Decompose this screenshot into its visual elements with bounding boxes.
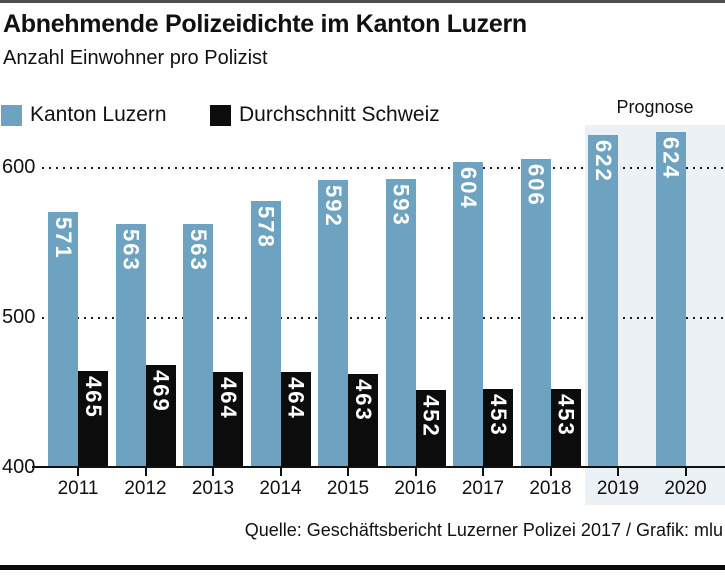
bar-durchschnitt-schweiz-2013: 464 xyxy=(213,372,243,468)
x-axis-tick-2012 xyxy=(144,468,147,476)
bar-value-label-2016-luzern: 593 xyxy=(388,183,414,227)
y-axis-label-400: 400 xyxy=(2,456,36,478)
x-axis-tick-2020 xyxy=(684,468,687,476)
legend-swatch-durchschnitt-schweiz xyxy=(210,104,231,126)
bar-value-label-2014-schweiz: 464 xyxy=(283,377,309,420)
bar-value-label-2018-schweiz: 453 xyxy=(553,393,579,437)
bar-value-label-2017-luzern: 604 xyxy=(456,167,481,210)
bar-kanton-luzern-2017: 604 xyxy=(453,162,483,468)
bar-value-label-2013-schweiz: 464 xyxy=(216,377,241,420)
bar-value-label-2014-luzern: 578 xyxy=(253,206,279,249)
forecast-label: Prognose xyxy=(616,97,694,117)
bar-durchschnitt-schweiz-2011: 465 xyxy=(78,370,108,468)
bar-kanton-luzern-2018: 606 xyxy=(520,159,551,468)
bar-kanton-luzern-2015: 592 xyxy=(318,180,348,468)
x-axis-label-2020: 2020 xyxy=(664,478,707,499)
bar-kanton-luzern-2016: 593 xyxy=(385,178,416,468)
bar-durchschnitt-schweiz-2017: 453 xyxy=(483,388,513,468)
x-axis-label-2012: 2012 xyxy=(124,478,167,499)
legend-item-kanton-luzern: Kanton Luzern xyxy=(1,103,167,127)
bar-value-label-2017-schweiz: 453 xyxy=(486,393,511,437)
bar-value-label-2012-luzern: 563 xyxy=(118,228,144,272)
x-axis-tick-2017 xyxy=(482,468,484,476)
x-axis-label-2013: 2013 xyxy=(191,478,235,499)
bar-kanton-luzern-2014: 578 xyxy=(250,201,281,468)
legend-swatch-kanton-luzern xyxy=(1,104,22,126)
y-axis-label-600: 600 xyxy=(2,156,36,178)
gridline-500 xyxy=(42,317,725,319)
bar-kanton-luzern-2019: 622 xyxy=(588,135,618,468)
legend: Kanton Luzern Durchschnitt Schweiz xyxy=(1,103,725,127)
x-axis-label-2019: 2019 xyxy=(596,478,640,499)
bar-durchschnitt-schweiz-2014: 464 xyxy=(280,372,311,468)
source-credit: Quelle: Geschäftsbericht Luzerner Polize… xyxy=(244,520,723,540)
x-axis-tick-2015 xyxy=(347,468,349,476)
bar-value-label-2011-luzern: 571 xyxy=(51,216,76,260)
legend-label-kanton-luzern: Kanton Luzern xyxy=(30,103,167,126)
bottom-divider xyxy=(0,565,725,570)
bar-value-label-2015-luzern: 592 xyxy=(321,185,346,228)
x-axis-label-2014: 2014 xyxy=(259,478,302,499)
x-axis-tick-2014 xyxy=(279,468,282,476)
bar-value-label-2013-luzern: 563 xyxy=(186,228,211,272)
x-axis-label-2018: 2018 xyxy=(529,478,572,499)
y-axis-label-500: 500 xyxy=(2,306,36,328)
bar-kanton-luzern-2013: 563 xyxy=(183,223,213,468)
x-axis-label-2011: 2011 xyxy=(57,478,99,499)
x-axis-tick-2018 xyxy=(549,468,552,476)
bar-durchschnitt-schweiz-2018: 453 xyxy=(550,388,581,468)
chart-title: Abnehmende Polizeidichte im Kanton Luzer… xyxy=(3,10,527,38)
bar-kanton-luzern-2020: 624 xyxy=(655,132,686,468)
x-axis-line xyxy=(32,466,725,468)
chart-subtitle: Anzahl Einwohner pro Polizist xyxy=(3,47,268,69)
x-axis-tick-2011 xyxy=(77,468,79,476)
top-divider xyxy=(0,0,725,3)
bar-durchschnitt-schweiz-2016: 452 xyxy=(415,390,446,468)
bar-value-label-2015-schweiz: 463 xyxy=(351,378,376,422)
gridline-600 xyxy=(42,167,725,169)
bar-value-label-2018-luzern: 606 xyxy=(523,164,549,207)
bar-kanton-luzern-2011: 571 xyxy=(48,211,78,468)
bar-value-label-2019-luzern: 622 xyxy=(591,140,616,183)
bar-value-label-2011-schweiz: 465 xyxy=(81,375,106,419)
legend-label-durchschnitt-schweiz: Durchschnitt Schweiz xyxy=(239,103,440,126)
x-axis-tick-2019 xyxy=(617,468,619,476)
x-axis-label-2015: 2015 xyxy=(326,478,370,499)
bar-value-label-2020-luzern: 624 xyxy=(658,137,684,180)
bar-kanton-luzern-2012: 563 xyxy=(115,223,146,468)
bar-value-label-2012-schweiz: 469 xyxy=(148,369,174,413)
bar-durchschnitt-schweiz-2015: 463 xyxy=(348,373,378,468)
bar-value-label-2016-schweiz: 452 xyxy=(418,395,444,438)
x-axis-label-2017: 2017 xyxy=(461,478,505,499)
bar-durchschnitt-schweiz-2012: 469 xyxy=(145,364,176,468)
x-axis-tick-2013 xyxy=(212,468,214,476)
x-axis-tick-2016 xyxy=(414,468,417,476)
x-axis-label-2016: 2016 xyxy=(394,478,437,499)
legend-item-durchschnitt-schweiz: Durchschnitt Schweiz xyxy=(210,103,440,127)
